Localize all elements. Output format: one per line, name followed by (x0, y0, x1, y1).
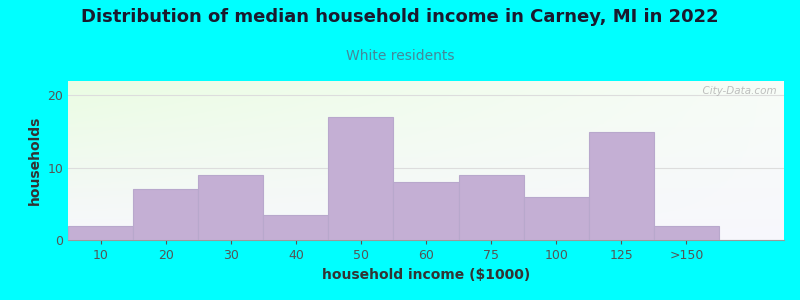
Bar (654, 226, 719, 240)
Bar (133, 189, 198, 240)
Bar (198, 175, 263, 240)
Bar (524, 196, 589, 240)
Text: White residents: White residents (346, 50, 454, 64)
X-axis label: household income ($1000): household income ($1000) (322, 268, 530, 282)
Text: Distribution of median household income in Carney, MI in 2022: Distribution of median household income … (81, 8, 719, 26)
Bar (68, 226, 133, 240)
Y-axis label: households: households (28, 116, 42, 205)
Text: City-Data.com: City-Data.com (696, 86, 777, 96)
Bar (263, 215, 328, 240)
Bar (394, 182, 458, 240)
Bar (328, 117, 394, 240)
Bar (589, 132, 654, 240)
Bar (458, 175, 524, 240)
